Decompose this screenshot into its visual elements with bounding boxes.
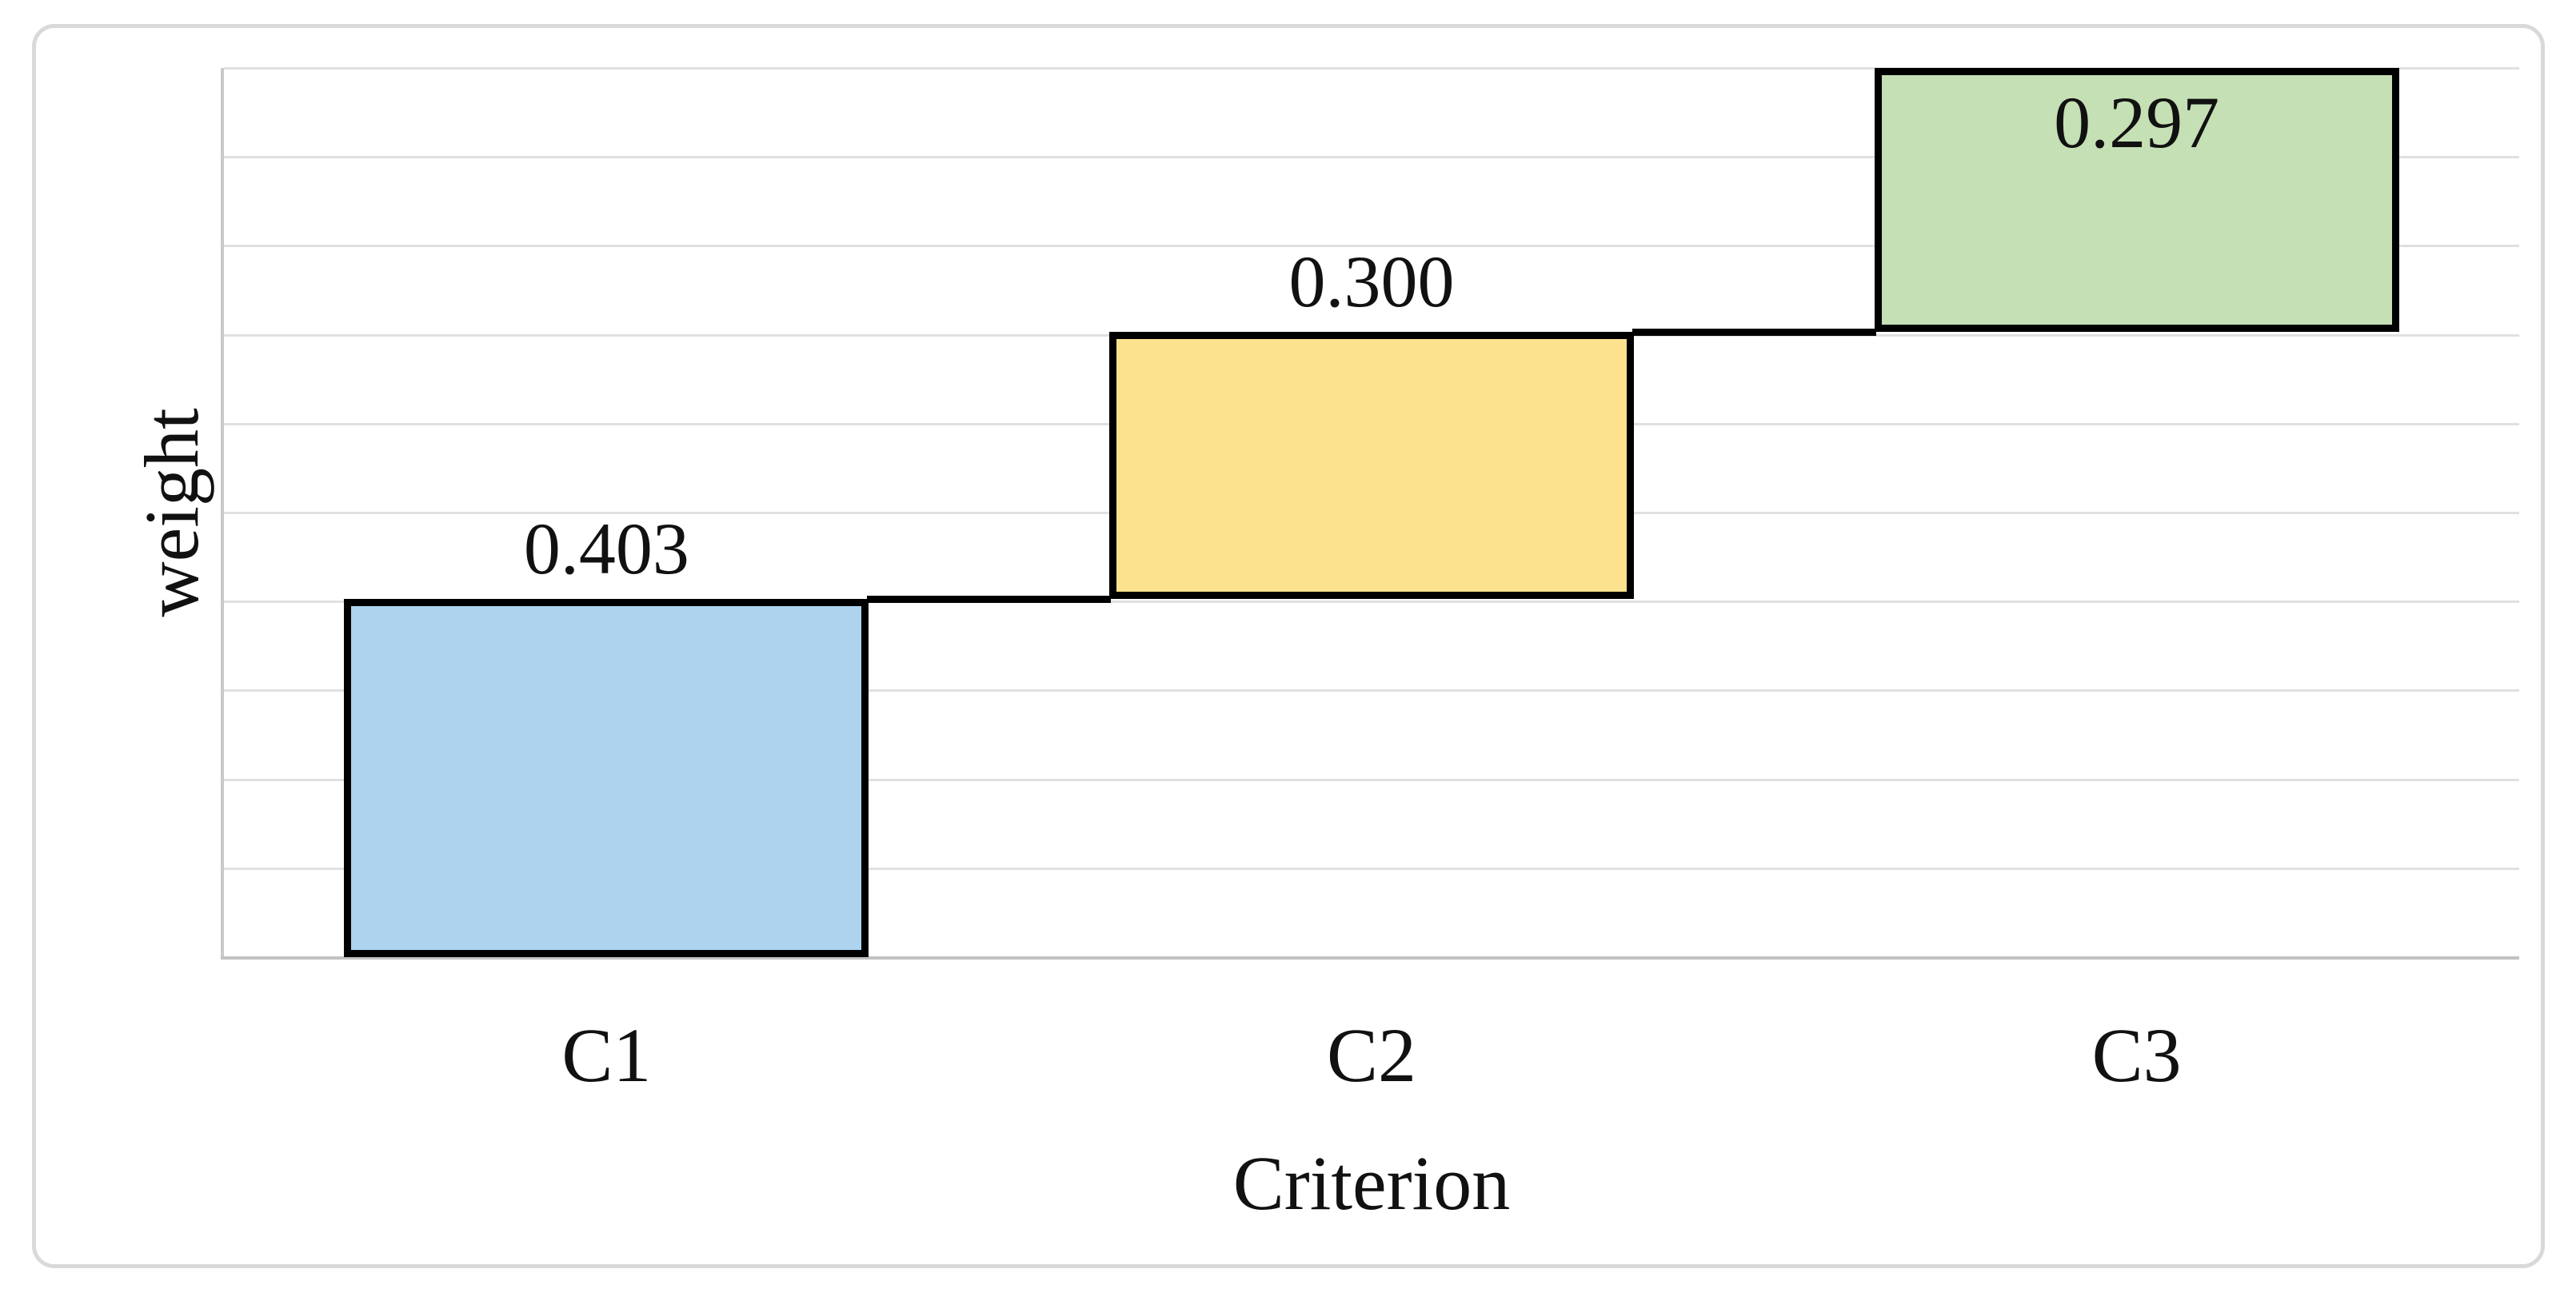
gridline xyxy=(224,689,2519,692)
y-axis-title: weight xyxy=(129,408,214,617)
bar-c2 xyxy=(1109,332,1634,599)
gridline xyxy=(224,867,2519,870)
y-axis-line xyxy=(221,68,224,957)
bar-c3 xyxy=(1874,68,2399,333)
connector-line xyxy=(867,595,1111,603)
gridline xyxy=(224,601,2519,604)
bar-c1 xyxy=(344,598,869,957)
gridline xyxy=(224,156,2519,159)
gridline xyxy=(224,778,2519,781)
bar-value-label: 0.297 xyxy=(2054,82,2220,163)
x-tick-label-c3: C3 xyxy=(2091,1012,2182,1098)
gridline xyxy=(224,67,2519,70)
x-axis-title: Criterion xyxy=(1232,1140,1511,1226)
x-tick-label-c2: C2 xyxy=(1326,1012,1417,1098)
bar-value-label: 0.403 xyxy=(523,507,689,589)
x-axis-line xyxy=(221,956,2519,960)
x-tick-label-c1: C1 xyxy=(561,1012,652,1098)
plot-area: 0.403 0.300 0.297 xyxy=(221,67,2519,960)
bar-value-label: 0.300 xyxy=(1288,241,1455,323)
connector-line xyxy=(1632,329,1876,337)
gridline xyxy=(224,245,2519,248)
